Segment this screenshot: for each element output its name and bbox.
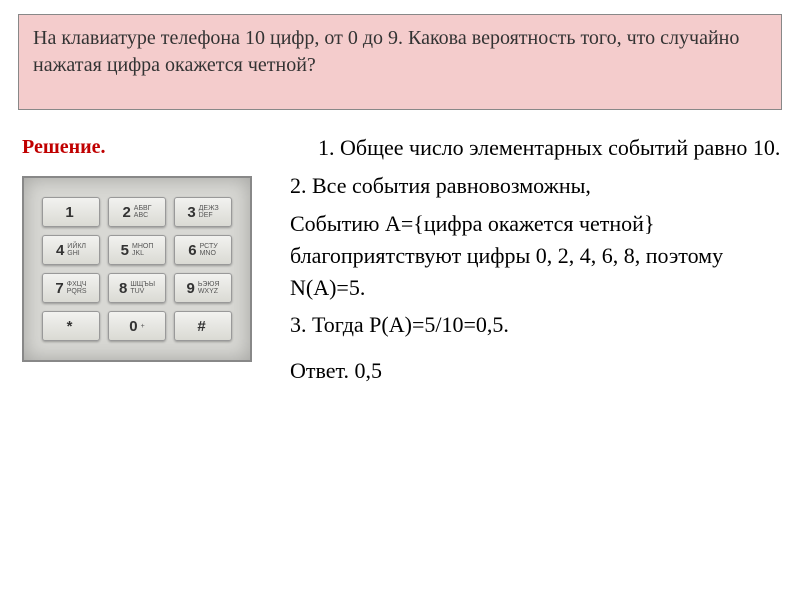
solution-content: 1. Общее число элементарных событий равн…: [290, 132, 782, 393]
keypad-key: 3ДЕЖЗDEF: [174, 197, 232, 227]
keypad-key: 9ЬЭЮЯWXYZ: [174, 273, 232, 303]
problem-header: На клавиатуре телефона 10 цифр, от 0 до …: [18, 14, 782, 110]
keypad-key: 6РСТУMNO: [174, 235, 232, 265]
keypad-key: 1: [42, 197, 100, 227]
step-3: 3. Тогда P(A)=5/10=0,5.: [290, 309, 782, 341]
keypad-row: 1 2АБВГABC 3ДЕЖЗDEF: [42, 197, 232, 227]
problem-text: На клавиатуре телефона 10 цифр, от 0 до …: [33, 25, 767, 79]
answer: Ответ. 0,5: [290, 355, 782, 387]
keypad-row: 7ФХЦЧPQRS 8ШЩЪЫTUV 9ЬЭЮЯWXYZ: [42, 273, 232, 303]
step-2: 2. Все события равновозможны,: [290, 170, 782, 202]
keypad-key: 2АБВГABC: [108, 197, 166, 227]
step-1: 1. Общее число элементарных событий равн…: [290, 132, 782, 164]
solution-label: Решение.: [22, 136, 106, 159]
keypad-key: *: [42, 311, 100, 341]
event-def: Событию А={цифра окажется четной} благоп…: [290, 208, 782, 304]
keypad-row: * 0+ #: [42, 311, 232, 341]
keypad-key: 0+: [108, 311, 166, 341]
keypad-photo: 1 2АБВГABC 3ДЕЖЗDEF 4ИЙКЛGHI 5МНОПJKL 6РСТУMN…: [22, 176, 252, 362]
keypad-key: 8ШЩЪЫTUV: [108, 273, 166, 303]
keypad-row: 4ИЙКЛGHI 5МНОПJKL 6РСТУMNO: [42, 235, 232, 265]
keypad-key: 4ИЙКЛGHI: [42, 235, 100, 265]
keypad-key: #: [174, 311, 232, 341]
keypad-key: 5МНОПJKL: [108, 235, 166, 265]
keypad-key: 7ФХЦЧPQRS: [42, 273, 100, 303]
